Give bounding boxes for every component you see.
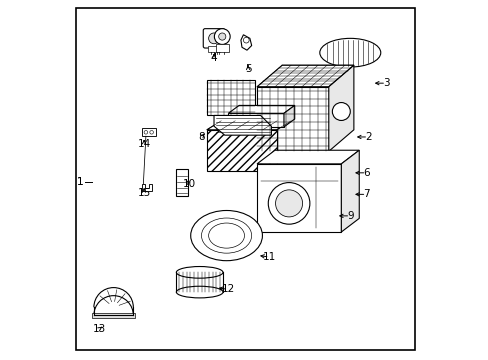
Bar xyxy=(206,130,276,171)
Ellipse shape xyxy=(176,286,223,298)
Bar xyxy=(142,129,156,136)
Ellipse shape xyxy=(319,39,380,67)
Text: 7: 7 xyxy=(363,189,369,199)
Bar xyxy=(257,164,341,232)
Text: 6: 6 xyxy=(363,168,369,178)
Text: 1: 1 xyxy=(77,177,83,187)
Polygon shape xyxy=(206,121,290,130)
Bar xyxy=(176,169,187,196)
Polygon shape xyxy=(257,65,353,87)
Text: 10: 10 xyxy=(182,179,195,189)
Text: 9: 9 xyxy=(346,211,353,221)
Text: 3: 3 xyxy=(382,78,388,88)
Text: 2: 2 xyxy=(364,132,371,142)
Bar xyxy=(206,130,276,171)
Text: 4: 4 xyxy=(210,53,217,63)
Text: 14: 14 xyxy=(137,139,150,149)
Text: 13: 13 xyxy=(92,324,106,334)
Circle shape xyxy=(218,33,225,40)
Text: 5: 5 xyxy=(244,64,251,74)
Circle shape xyxy=(268,183,309,224)
Bar xyxy=(257,87,328,151)
Text: 11: 11 xyxy=(263,252,276,262)
Bar xyxy=(228,113,284,127)
Circle shape xyxy=(214,29,230,44)
Circle shape xyxy=(144,131,147,134)
Polygon shape xyxy=(341,150,359,232)
Text: 8: 8 xyxy=(198,132,204,142)
Polygon shape xyxy=(214,116,271,135)
Text: 15: 15 xyxy=(137,188,150,198)
FancyBboxPatch shape xyxy=(203,29,224,48)
Circle shape xyxy=(332,103,349,121)
Bar xyxy=(207,45,220,52)
Polygon shape xyxy=(228,105,294,113)
Polygon shape xyxy=(241,35,251,50)
Polygon shape xyxy=(284,105,294,127)
Circle shape xyxy=(208,33,219,44)
Ellipse shape xyxy=(176,266,223,278)
Polygon shape xyxy=(328,65,353,151)
Circle shape xyxy=(243,37,249,43)
Text: 1: 1 xyxy=(77,177,83,187)
Ellipse shape xyxy=(190,211,262,261)
Bar xyxy=(206,80,255,116)
Bar xyxy=(215,44,228,51)
Polygon shape xyxy=(142,184,151,191)
Polygon shape xyxy=(257,150,359,164)
Circle shape xyxy=(149,131,153,134)
Circle shape xyxy=(275,190,302,217)
Text: 12: 12 xyxy=(221,284,235,294)
Bar xyxy=(92,312,135,318)
